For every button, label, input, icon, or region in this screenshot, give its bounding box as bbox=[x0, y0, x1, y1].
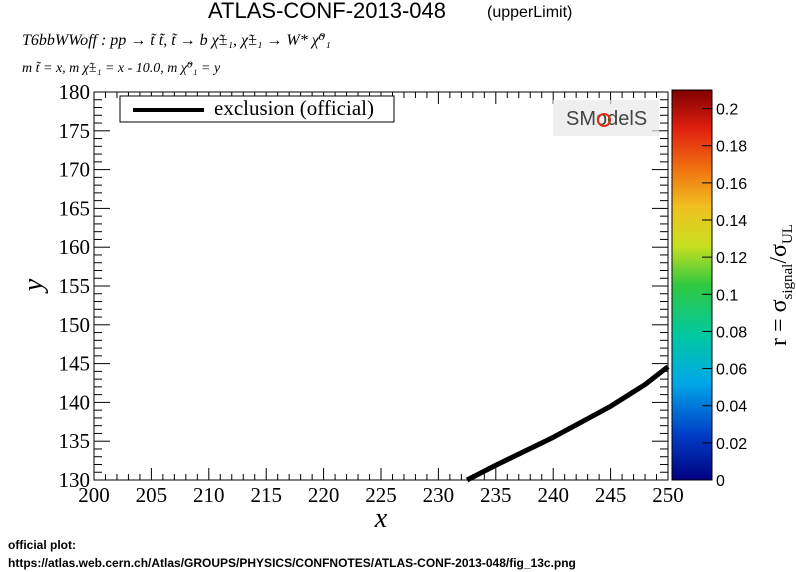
y-tick-label: 155 bbox=[59, 274, 91, 298]
colorbar-tick-label: 0 bbox=[716, 473, 725, 490]
y-tick-label: 180 bbox=[59, 80, 91, 104]
x-tick-label: 245 bbox=[595, 483, 627, 507]
y-tick-label: 140 bbox=[59, 390, 91, 414]
x-tick-label: 225 bbox=[365, 483, 397, 507]
x-tick-label: 250 bbox=[652, 483, 684, 507]
y-tick-label: 150 bbox=[59, 313, 91, 337]
y-tick-label: 175 bbox=[59, 119, 91, 143]
y-tick-label: 170 bbox=[59, 158, 91, 182]
logo-ring-icon bbox=[597, 113, 611, 127]
x-axis: 200 205 210 215 220 225 230 235 240 245 250 bbox=[78, 92, 684, 507]
exclusion-line bbox=[465, 364, 670, 483]
x-axis-label: x bbox=[374, 503, 388, 534]
logo-background bbox=[553, 100, 659, 136]
mass-subtitle: m t̃ = x, m χ̃±₁ = x - 10.0, m χ̃⁰₁ = y bbox=[22, 61, 221, 76]
y-axis-label: y bbox=[18, 278, 49, 294]
y-tick-label: 135 bbox=[59, 429, 91, 453]
footer-official-url[interactable]: https://atlas.web.cern.ch/Atlas/GROUPS/P… bbox=[8, 556, 576, 570]
x-tick-label: 210 bbox=[193, 483, 225, 507]
x-tick-label: 200 bbox=[78, 483, 110, 507]
colorbar-tick-label: 0.06 bbox=[716, 362, 747, 379]
colorbar-label: r = σsignal/σUL bbox=[766, 224, 796, 346]
colorbar-tick-label: 0.04 bbox=[716, 399, 747, 416]
y-tick-label: 165 bbox=[59, 196, 91, 220]
y-tick-label: 145 bbox=[59, 352, 91, 376]
logo-label: SModelS bbox=[566, 108, 647, 130]
x-tick-label: 215 bbox=[250, 483, 282, 507]
colorbar-tick-label: 0.16 bbox=[716, 176, 747, 193]
colorbar-axis: 0 0.02 0.04 0.06 0.08 0.1 0.12 0.14 0.16 0.18 0.2 bbox=[702, 102, 747, 490]
x-tick-label: 230 bbox=[423, 483, 455, 507]
smodels-logo: SModelS bbox=[553, 100, 659, 136]
series-layer bbox=[465, 364, 670, 483]
x-tick-label: 205 bbox=[136, 483, 168, 507]
colorbar-tick-label: 0.08 bbox=[716, 324, 747, 341]
y-axis: 130 135 140 145 150 155 160 165 170 175 180 bbox=[59, 80, 668, 492]
y-tick-label: 130 bbox=[59, 468, 91, 492]
footer-official-label: official plot: bbox=[8, 538, 76, 552]
colorbar-tick-label: 0.1 bbox=[716, 287, 738, 304]
colorbar-tick-label: 0.02 bbox=[716, 436, 747, 453]
legend: exclusion (official) bbox=[119, 95, 395, 123]
colorbar-tick-label: 0.2 bbox=[716, 102, 738, 119]
x-tick-label: 235 bbox=[480, 483, 512, 507]
plot-frame bbox=[93, 91, 669, 481]
legend-label: exclusion (official) bbox=[214, 96, 374, 120]
colorbar-tick-label: 0.12 bbox=[716, 250, 747, 267]
colorbar-tick-label: 0.14 bbox=[716, 213, 747, 230]
x-tick-label: 220 bbox=[308, 483, 340, 507]
chart-title-suffix: (upperLimit) bbox=[487, 4, 573, 21]
chart-title: ATLAS-CONF-2013-048 bbox=[208, 0, 447, 23]
colorbar bbox=[671, 89, 713, 481]
colorbar-tick-label: 0.18 bbox=[716, 139, 747, 156]
process-subtitle: T6bbWWoff : pp → t̃ t̃, t̃ → b χ̃±₁, χ̃±… bbox=[22, 32, 331, 49]
x-tick-label: 240 bbox=[537, 483, 569, 507]
y-tick-label: 160 bbox=[59, 235, 91, 259]
